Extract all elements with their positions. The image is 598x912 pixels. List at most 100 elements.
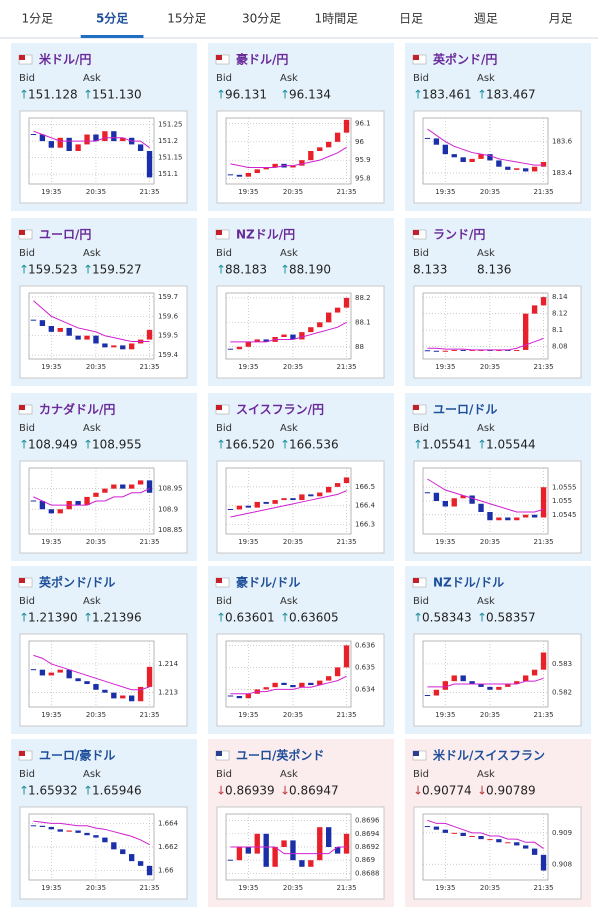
chart-frame: [216, 633, 385, 727]
candle: [326, 676, 332, 681]
candle: [290, 685, 296, 688]
tab[interactable]: 5分足: [96, 11, 128, 26]
bid-value: 0.86939: [225, 784, 275, 798]
y-tick-label: 0.636: [355, 641, 376, 649]
candle: [236, 174, 243, 177]
ask-value: 0.86947: [289, 784, 339, 798]
pair-name[interactable]: カナダドル/円: [39, 402, 115, 417]
pair-name[interactable]: ユーロ/円: [39, 228, 91, 242]
candle: [424, 826, 431, 828]
x-tick-label: 20:35: [480, 188, 500, 196]
candle: [496, 686, 502, 690]
candle: [334, 483, 341, 487]
y-tick-label: 0.908: [552, 860, 572, 868]
plot-area: [225, 292, 352, 360]
y-tick-label: 159.5: [158, 332, 178, 340]
tab[interactable]: 月足: [549, 12, 573, 26]
ask-trend-arrow: ↑: [83, 263, 93, 277]
chart-frame: [413, 110, 582, 204]
y-tick-label: 1.662: [158, 843, 178, 851]
tab[interactable]: 15分足: [167, 12, 206, 26]
y-tick-label: 151.1: [158, 170, 178, 178]
candle: [227, 859, 234, 861]
candle: [120, 484, 126, 489]
candle: [137, 686, 144, 702]
candle: [514, 349, 520, 351]
pair-name[interactable]: ユーロ/英ポンド: [236, 748, 324, 763]
candle: [57, 829, 63, 832]
pair-name[interactable]: 英ポンド/円: [433, 52, 497, 67]
tab[interactable]: 1時間足: [315, 12, 359, 26]
x-tick-label: 21:35: [533, 363, 553, 371]
x-tick-label: 20:35: [86, 188, 106, 196]
candle: [523, 313, 529, 350]
y-tick-label: 183.6: [552, 138, 573, 146]
bid-label: Bid: [216, 423, 232, 434]
y-tick-label: 159.4: [158, 351, 179, 359]
bid-label: Bid: [19, 248, 35, 259]
candle: [102, 837, 108, 843]
candle: [469, 681, 475, 685]
x-tick-label: 21:35: [336, 711, 356, 719]
candle: [343, 297, 350, 308]
moving-average: [230, 321, 347, 343]
candle: [442, 350, 448, 352]
candle: [496, 839, 502, 843]
pair-name[interactable]: 豪ドル/円: [236, 52, 288, 67]
candle: [334, 667, 341, 677]
tab[interactable]: 日足: [399, 12, 423, 26]
x-tick-label: 20:35: [480, 538, 500, 546]
candle: [30, 669, 37, 671]
candle: [523, 168, 529, 172]
tab[interactable]: 週足: [474, 12, 498, 26]
pair-name[interactable]: 米ドル/スイスフラン: [433, 748, 545, 763]
x-tick-label: 19:35: [41, 538, 61, 546]
pair-name[interactable]: ユーロ/ドル: [433, 403, 497, 417]
tab[interactable]: 30分足: [242, 12, 281, 26]
bid-label: Bid: [19, 596, 35, 607]
candle: [505, 517, 511, 521]
candle: [505, 166, 511, 170]
bid-value: 0.90774: [422, 784, 472, 798]
ask-trend-arrow: ↑: [477, 88, 487, 102]
candle: [460, 349, 466, 351]
tab[interactable]: 1分足: [22, 12, 54, 26]
flag-canton: [216, 405, 222, 410]
y-tick-label: 166.4: [355, 502, 376, 510]
moving-average: [427, 337, 544, 351]
candle: [236, 696, 243, 699]
pair-name[interactable]: 米ドル/円: [39, 52, 91, 67]
pair-name[interactable]: NZドル/円: [236, 228, 295, 242]
ask-trend-arrow: ↑: [477, 438, 487, 452]
candle: [281, 334, 287, 337]
y-tick-label: 0.869: [355, 856, 375, 864]
candle: [245, 505, 251, 508]
ask-label: Ask: [83, 73, 101, 84]
candle: [478, 836, 484, 840]
pair-name[interactable]: ユーロ/豪ドル: [39, 748, 115, 763]
x-tick-label: 19:35: [41, 363, 61, 371]
pair-name[interactable]: ランド/円: [433, 228, 485, 242]
bid-trend-arrow: ↑: [413, 88, 423, 102]
plot-area: [422, 640, 549, 708]
x-tick-label: 21:35: [139, 711, 159, 719]
x-tick-label: 19:35: [435, 538, 455, 546]
ask-value: 0.90789: [486, 784, 536, 798]
candle: [129, 695, 135, 702]
pair-name[interactable]: 英ポンド/ドル: [39, 575, 115, 590]
candle: [84, 134, 90, 145]
y-tick-label: 0.582: [552, 689, 572, 697]
pair-name[interactable]: スイスフラン/円: [236, 403, 324, 417]
candle: [424, 492, 431, 494]
candle: [236, 847, 243, 861]
y-tick-label: 8.1: [552, 326, 563, 334]
y-tick-label: 8.08: [552, 343, 568, 351]
pair-name[interactable]: NZドル/ドル: [433, 576, 504, 590]
bid-trend-arrow: ↑: [216, 88, 226, 102]
ask-label: Ask: [477, 596, 495, 607]
pair-name[interactable]: 豪ドル/ドル: [236, 575, 300, 590]
